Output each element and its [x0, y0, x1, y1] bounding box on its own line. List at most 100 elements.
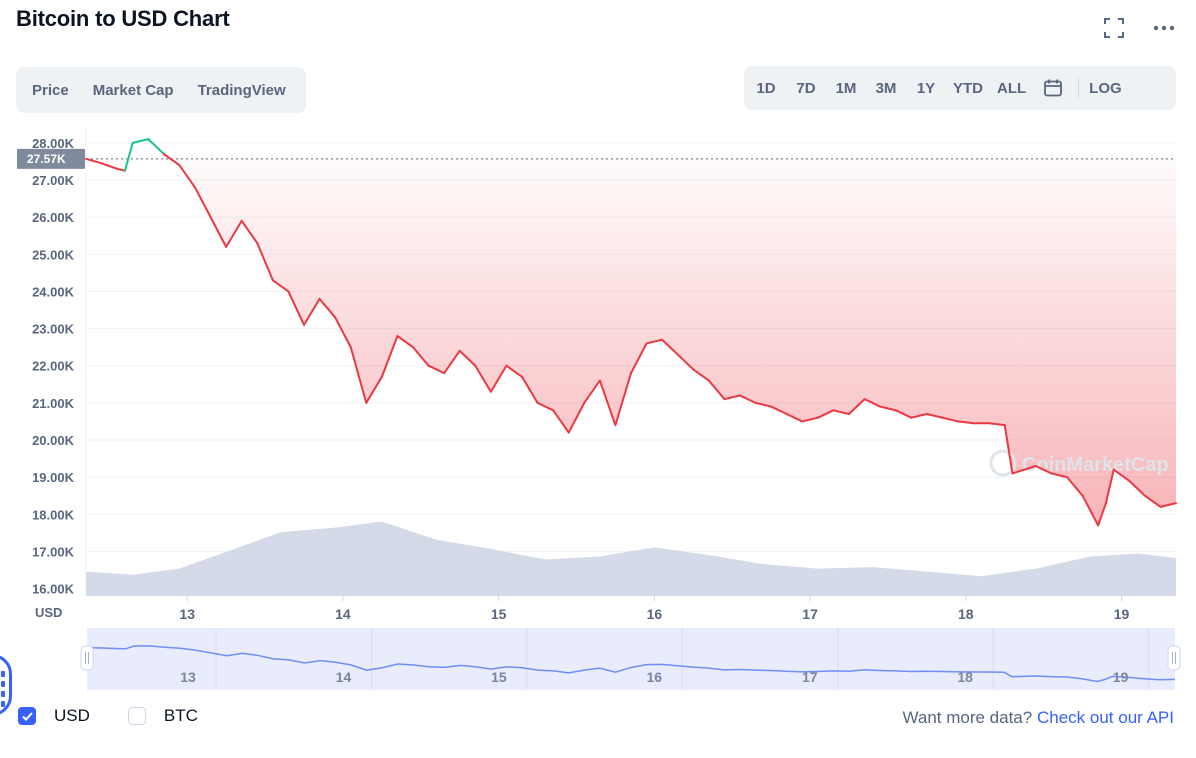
range-3m[interactable]: 3M: [875, 79, 897, 97]
price-line-segment: [1143, 494, 1162, 508]
api-promo-text: Want more data?: [902, 708, 1033, 727]
x-tick-label: 16: [647, 606, 663, 622]
tab-market-cap[interactable]: Market Cap: [92, 81, 174, 99]
y-tick-label: 19.00K: [32, 470, 75, 485]
y-tick-label: 24.00K: [32, 284, 75, 299]
price-line-segment: [147, 138, 165, 155]
navigator-tick-label: 13: [180, 669, 196, 685]
currency-option-btc[interactable]: BTC: [127, 706, 198, 726]
x-tick-label: 19: [1114, 606, 1130, 622]
watermark-text: CoinMarketCap: [1022, 454, 1169, 476]
navigator-left-handle[interactable]: [80, 645, 94, 671]
price-line-segment: [271, 279, 290, 293]
navigator-right-handle[interactable]: [1167, 645, 1181, 671]
price-line-segment: [957, 420, 975, 425]
watermark: CoinMarketCap: [989, 449, 1169, 477]
price-line-segment: [801, 416, 819, 423]
tab-price[interactable]: Price: [32, 81, 69, 99]
current-price-badge: 27.57K: [17, 148, 85, 169]
price-line-segment: [256, 242, 274, 282]
price-line-segment: [879, 405, 897, 412]
volume-series: [86, 521, 1176, 596]
price-line-segment: [1011, 465, 1037, 475]
btc-label: BTC: [163, 706, 198, 725]
price-line-segment: [443, 349, 461, 375]
y-tick-label: 27.00K: [32, 173, 75, 188]
price-line-segment: [536, 401, 555, 412]
more-options-icon[interactable]: [1150, 14, 1178, 42]
price-line-segment: [194, 186, 212, 219]
range-all[interactable]: ALL: [997, 79, 1027, 97]
price-line-segment: [848, 398, 866, 415]
price-line-segment: [785, 413, 804, 423]
y-axis: 16.00K 17.00K 18.00K 19.00K 20.00K 21.00K 22.0…: [32, 136, 75, 597]
btc-checkbox[interactable]: [127, 707, 146, 725]
range-ytd[interactable]: YTD: [953, 79, 983, 97]
price-line-segment: [427, 364, 446, 375]
price-line-segment: [209, 216, 228, 248]
y-tick-label: 25.00K: [32, 247, 75, 262]
y-tick-label: 17.00K: [32, 544, 75, 559]
price-line-segment: [521, 375, 539, 404]
price-line-segment: [894, 409, 913, 419]
price-line-segment: [458, 349, 477, 367]
price-line-segment: [1159, 502, 1177, 508]
coinmarketcap-logo-icon: [989, 449, 1017, 477]
fullscreen-icon[interactable]: [1100, 14, 1128, 42]
price-line-segment: [941, 416, 959, 423]
price-line-segment: [988, 422, 1006, 427]
price-chart[interactable]: CoinMarketCap 16.00K 17.00K 18.00K 19.00K 20…: [0, 0, 1196, 700]
price-fill: [86, 158, 1176, 526]
x-tick-label: 17: [802, 606, 818, 622]
price-line-segment: [707, 379, 726, 401]
price-line-segment: [661, 338, 679, 356]
price-line-segment: [474, 364, 492, 393]
price-line-segment: [754, 401, 773, 408]
navigator-tick-label: 15: [491, 669, 507, 685]
x-tick-label: 13: [179, 606, 195, 622]
navigator-tick-label: 18: [957, 669, 973, 685]
price-line-segment: [583, 379, 601, 404]
price-line-segment: [85, 157, 103, 165]
price-line-segment: [1066, 476, 1084, 497]
price-line-segment: [505, 364, 523, 378]
chart-view-tabs: Price Market Cap TradingView: [16, 67, 306, 113]
price-line-segment: [178, 164, 196, 189]
currency-option-usd[interactable]: USD: [18, 706, 90, 726]
range-1y[interactable]: 1Y: [916, 79, 936, 97]
price-line-segment: [1034, 465, 1053, 475]
price-line-segment: [240, 219, 259, 245]
price-line-segment: [863, 398, 882, 408]
price-line-segment: [1128, 479, 1146, 497]
currency-selector: USD BTC: [18, 706, 236, 726]
calendar-icon[interactable]: [1034, 69, 1072, 107]
price-line-segment: [645, 338, 664, 345]
price-line: [85, 138, 1177, 527]
price-line-segment: [287, 290, 305, 326]
y-tick-label: 22.00K: [32, 359, 75, 374]
log-scale-toggle[interactable]: LOG: [1089, 79, 1122, 97]
y-tick-label: 26.00K: [32, 210, 75, 225]
page-title: Bitcoin to USD Chart: [16, 6, 230, 31]
range-1d[interactable]: 1D: [756, 79, 776, 97]
current-price-label: 27.57K: [27, 152, 66, 166]
volume-area: [86, 521, 1176, 596]
range-1m[interactable]: 1M: [835, 79, 857, 97]
navigator-line: [86, 645, 1176, 683]
price-line-segment: [349, 346, 368, 404]
y-tick-label: 23.00K: [32, 322, 75, 337]
navigator-tick-label: 17: [802, 669, 818, 685]
y-axis-label: USD: [35, 605, 62, 620]
x-tick-label: 18: [958, 606, 974, 622]
tab-tradingview[interactable]: TradingView: [197, 81, 286, 99]
price-line-segment: [614, 372, 632, 427]
price-line-segment: [739, 394, 757, 404]
range-7d[interactable]: 7D: [796, 79, 816, 97]
price-line-segment: [318, 297, 337, 319]
usd-checkbox[interactable]: [18, 707, 36, 725]
range-navigator[interactable]: 13 14 15 16 17 18 19: [80, 628, 1181, 690]
side-widget-icon[interactable]: [0, 654, 12, 716]
api-link[interactable]: Check out our API: [1036, 708, 1174, 727]
price-line-segment: [630, 342, 648, 375]
price-line-segment: [925, 413, 944, 419]
